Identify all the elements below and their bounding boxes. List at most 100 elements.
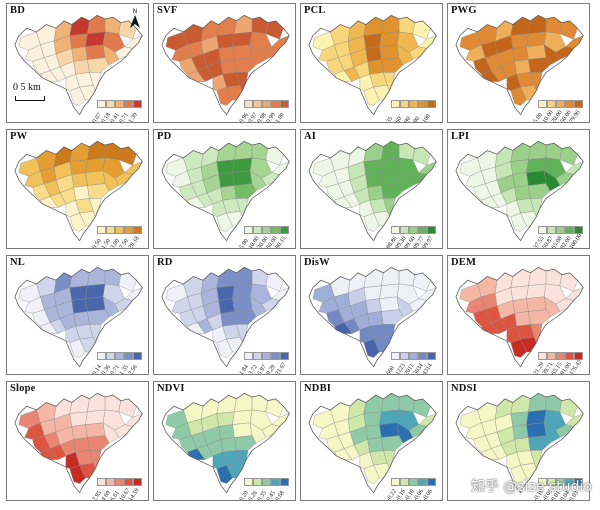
district-cell bbox=[528, 57, 551, 73]
legend-swatch bbox=[400, 352, 409, 360]
district-cell bbox=[510, 142, 531, 162]
district-cell bbox=[87, 183, 110, 199]
district-cell bbox=[398, 143, 415, 160]
district-cell bbox=[234, 57, 257, 73]
region-outline bbox=[308, 392, 437, 494]
choropleth-map bbox=[455, 266, 584, 368]
choropleth-map bbox=[161, 392, 290, 494]
legend-swatch bbox=[97, 352, 106, 360]
legend-swatch bbox=[244, 478, 253, 486]
scale-bar-line bbox=[15, 96, 45, 101]
legend-swatch bbox=[244, 352, 253, 360]
district-cell bbox=[73, 437, 90, 453]
panel-title: DEM bbox=[451, 257, 477, 268]
legend-swatch bbox=[280, 478, 289, 486]
scale-bar-label: 0 5 km bbox=[13, 82, 41, 93]
legend-ticks: 660 1223 2011 3034 4314 bbox=[385, 361, 442, 374]
legend-swatch bbox=[547, 100, 556, 108]
legend-swatch bbox=[106, 352, 115, 360]
panel-title: AI bbox=[304, 131, 317, 142]
panel-title: RD bbox=[157, 257, 173, 268]
legend-swatch bbox=[427, 226, 436, 234]
legend-color-ramp bbox=[244, 478, 289, 486]
district-cell bbox=[124, 413, 143, 427]
legend-ticks: 0.14 0.36 0.71 1.35 2.56 bbox=[91, 361, 148, 374]
district-cell bbox=[265, 398, 284, 418]
legend-swatch bbox=[556, 100, 565, 108]
legend-color-ramp bbox=[538, 100, 583, 108]
district-cell bbox=[85, 283, 106, 299]
legend-tick-label: 60 bbox=[393, 115, 404, 123]
region-outline bbox=[161, 14, 290, 116]
choropleth-map bbox=[14, 14, 143, 116]
legend-color-ramp bbox=[244, 226, 289, 234]
district-cell bbox=[118, 272, 137, 292]
district-cell bbox=[118, 398, 137, 418]
legend-swatch bbox=[280, 100, 289, 108]
legend-swatch bbox=[271, 352, 280, 360]
district-cell bbox=[510, 394, 531, 414]
panel-title: Slope bbox=[10, 383, 36, 394]
district-cell bbox=[412, 272, 431, 292]
legend-ticks: 98.86 99.30 99.60 99.77 99.97 bbox=[385, 235, 442, 248]
district-cell bbox=[232, 283, 253, 299]
district-cell bbox=[271, 413, 290, 427]
legend-tick-label: 28.18 bbox=[126, 235, 141, 249]
legend-swatch bbox=[538, 478, 547, 486]
district-cell bbox=[363, 411, 382, 427]
district-cell bbox=[232, 170, 253, 186]
legend-swatch bbox=[556, 352, 565, 360]
district-cell bbox=[232, 31, 253, 47]
district-cell bbox=[85, 31, 106, 47]
choropleth-map bbox=[14, 266, 143, 368]
district-cell bbox=[396, 44, 414, 66]
district-cell bbox=[565, 287, 584, 301]
legend-swatch bbox=[547, 478, 556, 486]
map-panel-pwg: PWG 5.00 10.00 20.00 50.00 79.96 bbox=[447, 3, 590, 123]
legend-ticks: 0.50 1.50 3.00 7.50 28.18 bbox=[91, 235, 148, 249]
region-outline bbox=[161, 392, 290, 494]
district-cell bbox=[379, 296, 400, 312]
district-cell bbox=[526, 283, 547, 299]
legend-ticks: 37.55 50.87 65.08 82.00 100.00 bbox=[532, 233, 589, 248]
legend-color-ramp bbox=[97, 352, 142, 360]
district-cell bbox=[265, 272, 284, 292]
district-cell bbox=[69, 142, 90, 162]
legend-color-ramp bbox=[391, 100, 436, 108]
panel-title: NDBI bbox=[304, 383, 332, 394]
legend-swatch bbox=[253, 226, 262, 234]
district-cell bbox=[514, 185, 531, 201]
district-cell bbox=[216, 268, 237, 288]
district-cell bbox=[559, 398, 578, 418]
legend-tick-label: 1.00 bbox=[273, 111, 286, 123]
district-cell bbox=[124, 35, 143, 49]
map-panel-ndsi: NDSI -0.10 -0.05 0.01 0.04 0.03 bbox=[447, 381, 590, 501]
district-cell bbox=[218, 172, 235, 188]
district-cell bbox=[526, 31, 547, 47]
district-cell bbox=[73, 185, 90, 201]
district-cell bbox=[218, 46, 235, 62]
district-cell bbox=[216, 33, 235, 49]
district-cell bbox=[528, 183, 551, 199]
legend-swatch bbox=[262, 100, 271, 108]
legend-color-ramp bbox=[97, 478, 142, 486]
district-cell bbox=[232, 157, 253, 173]
district-cell bbox=[418, 161, 437, 175]
legend-swatch bbox=[565, 478, 574, 486]
legend-swatch bbox=[124, 352, 133, 360]
district-cell bbox=[512, 172, 529, 188]
district-cell bbox=[396, 422, 414, 444]
panel-title: SVF bbox=[157, 5, 178, 16]
region-outline bbox=[308, 266, 437, 368]
panel-title: BD bbox=[10, 5, 25, 16]
legend-swatch bbox=[97, 100, 106, 108]
district-cell bbox=[249, 44, 267, 66]
district-cell bbox=[73, 311, 90, 327]
district-cell bbox=[412, 20, 431, 40]
legend-swatch bbox=[574, 352, 583, 360]
district-cell bbox=[545, 395, 562, 412]
district-cell bbox=[367, 185, 384, 201]
legend-swatch bbox=[133, 478, 142, 486]
district-cell bbox=[104, 395, 121, 412]
district-cell bbox=[87, 57, 110, 73]
